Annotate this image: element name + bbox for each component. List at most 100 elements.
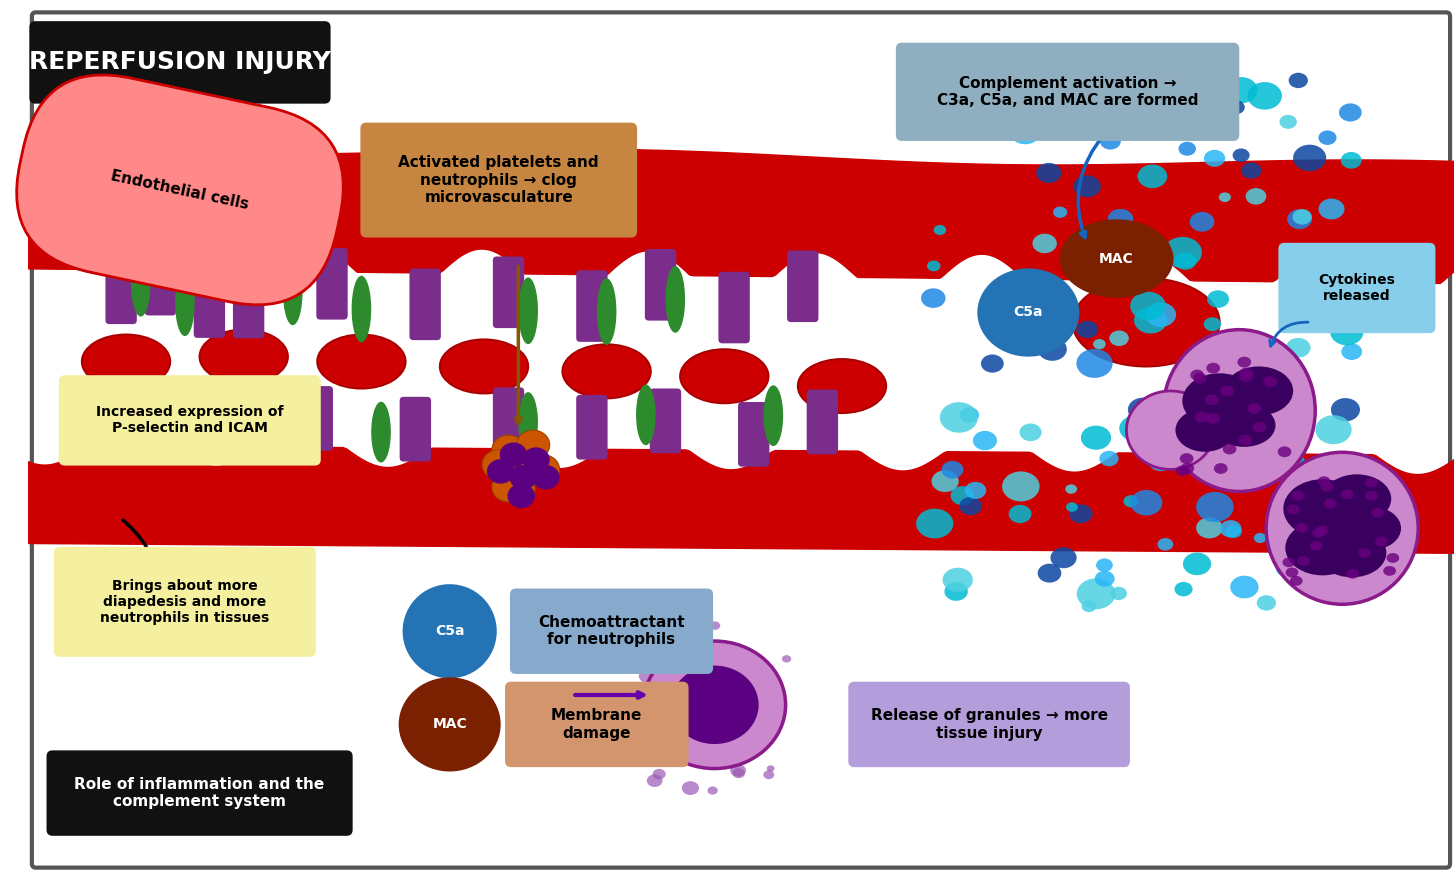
- Ellipse shape: [1053, 207, 1067, 218]
- Ellipse shape: [1307, 252, 1339, 277]
- Ellipse shape: [1076, 348, 1112, 378]
- Ellipse shape: [1037, 163, 1061, 183]
- FancyBboxPatch shape: [787, 251, 819, 322]
- Ellipse shape: [1224, 366, 1293, 415]
- FancyBboxPatch shape: [400, 397, 430, 461]
- Ellipse shape: [1330, 319, 1364, 345]
- Ellipse shape: [1242, 163, 1262, 179]
- Ellipse shape: [1312, 528, 1325, 538]
- Ellipse shape: [1290, 576, 1303, 586]
- Ellipse shape: [1310, 541, 1323, 551]
- Ellipse shape: [1319, 130, 1336, 145]
- Ellipse shape: [1037, 73, 1076, 104]
- Ellipse shape: [944, 62, 961, 75]
- Ellipse shape: [403, 584, 497, 678]
- Ellipse shape: [1099, 133, 1121, 150]
- Ellipse shape: [1255, 357, 1278, 376]
- Ellipse shape: [680, 349, 768, 403]
- Ellipse shape: [1205, 398, 1253, 433]
- Ellipse shape: [1130, 291, 1166, 320]
- Ellipse shape: [1204, 318, 1221, 331]
- FancyBboxPatch shape: [106, 385, 137, 450]
- Ellipse shape: [1230, 576, 1259, 598]
- Ellipse shape: [1204, 150, 1226, 167]
- Ellipse shape: [506, 455, 539, 484]
- Ellipse shape: [640, 652, 651, 662]
- Ellipse shape: [487, 459, 515, 484]
- Ellipse shape: [733, 768, 744, 778]
- Ellipse shape: [1218, 193, 1232, 202]
- Ellipse shape: [1264, 363, 1280, 376]
- Ellipse shape: [1176, 466, 1189, 476]
- Ellipse shape: [1245, 430, 1277, 456]
- Ellipse shape: [1339, 103, 1362, 121]
- Ellipse shape: [638, 670, 656, 683]
- Ellipse shape: [676, 702, 691, 714]
- Ellipse shape: [1200, 446, 1229, 470]
- Text: Activated platelets and
neutrophils → clog
microvasculature: Activated platelets and neutrophils → cl…: [398, 155, 599, 205]
- Ellipse shape: [1184, 553, 1211, 576]
- FancyBboxPatch shape: [718, 272, 750, 343]
- Ellipse shape: [1038, 564, 1061, 583]
- Ellipse shape: [1175, 253, 1197, 270]
- FancyBboxPatch shape: [897, 44, 1239, 140]
- Ellipse shape: [1266, 452, 1418, 605]
- Ellipse shape: [1287, 504, 1300, 514]
- Ellipse shape: [1223, 444, 1236, 454]
- Ellipse shape: [352, 275, 371, 342]
- Ellipse shape: [1285, 520, 1359, 576]
- Ellipse shape: [1317, 528, 1386, 577]
- Ellipse shape: [1236, 356, 1261, 375]
- Ellipse shape: [1073, 278, 1220, 366]
- Ellipse shape: [1109, 331, 1128, 346]
- Ellipse shape: [491, 473, 525, 502]
- Ellipse shape: [1282, 557, 1296, 568]
- Ellipse shape: [718, 748, 731, 758]
- Ellipse shape: [1316, 525, 1329, 535]
- Ellipse shape: [782, 655, 791, 663]
- Ellipse shape: [981, 355, 1003, 372]
- Ellipse shape: [563, 344, 651, 399]
- Ellipse shape: [1297, 556, 1310, 566]
- Ellipse shape: [798, 359, 885, 413]
- Ellipse shape: [518, 392, 538, 453]
- FancyBboxPatch shape: [106, 253, 137, 324]
- Ellipse shape: [317, 334, 406, 388]
- Ellipse shape: [1028, 330, 1059, 354]
- Ellipse shape: [1248, 82, 1282, 110]
- Ellipse shape: [635, 385, 656, 445]
- Ellipse shape: [1009, 505, 1031, 523]
- Text: Endothelial cells: Endothelial cells: [109, 168, 250, 212]
- Ellipse shape: [1329, 583, 1352, 601]
- Ellipse shape: [1197, 492, 1233, 522]
- FancyBboxPatch shape: [493, 256, 525, 328]
- Ellipse shape: [1093, 339, 1105, 349]
- Ellipse shape: [1271, 488, 1300, 511]
- Ellipse shape: [1205, 394, 1218, 405]
- Ellipse shape: [1316, 415, 1352, 444]
- FancyBboxPatch shape: [739, 402, 769, 466]
- Ellipse shape: [643, 641, 785, 768]
- Ellipse shape: [1050, 547, 1076, 568]
- Ellipse shape: [928, 260, 941, 271]
- Ellipse shape: [763, 770, 774, 779]
- Ellipse shape: [682, 781, 699, 795]
- Ellipse shape: [714, 689, 723, 695]
- Ellipse shape: [1220, 520, 1242, 538]
- Ellipse shape: [945, 582, 968, 601]
- Ellipse shape: [284, 259, 302, 326]
- FancyBboxPatch shape: [510, 590, 712, 673]
- Ellipse shape: [960, 407, 979, 422]
- Ellipse shape: [1197, 517, 1223, 539]
- Ellipse shape: [673, 700, 691, 713]
- Ellipse shape: [1066, 502, 1077, 512]
- Text: REPERFUSION INJURY: REPERFUSION INJURY: [29, 50, 332, 75]
- FancyBboxPatch shape: [410, 268, 441, 341]
- Text: Complement activation →
C3a, C5a, and MAC are formed: Complement activation → C3a, C5a, and MA…: [936, 76, 1198, 108]
- FancyBboxPatch shape: [144, 244, 176, 315]
- Ellipse shape: [1069, 504, 1092, 523]
- Ellipse shape: [1237, 356, 1250, 368]
- FancyBboxPatch shape: [493, 387, 525, 452]
- Ellipse shape: [939, 402, 979, 433]
- Text: C5a: C5a: [1013, 305, 1043, 319]
